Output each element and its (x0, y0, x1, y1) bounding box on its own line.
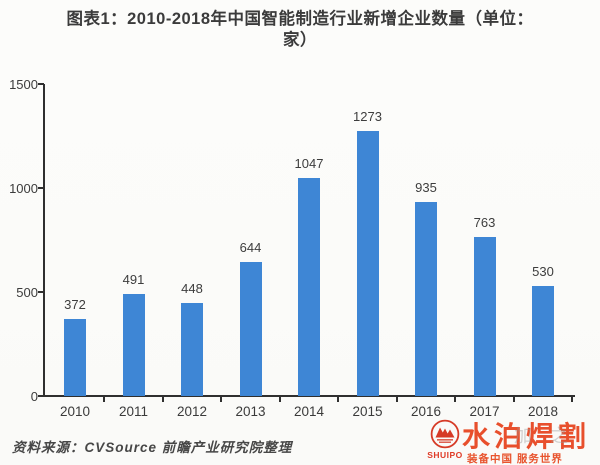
x-axis-line (43, 395, 575, 397)
value-label-2012: 448 (181, 281, 203, 296)
y-tick-label-1500: 1500 (9, 77, 38, 92)
value-label-2014: 1047 (294, 156, 324, 171)
x-tick-label-2011: 2011 (118, 404, 149, 419)
bar-2018 (532, 286, 554, 396)
x-tick-mark-1 (103, 397, 106, 402)
x-tick-label-2013: 2013 (235, 404, 266, 419)
x-tick-mark-9 (571, 397, 574, 402)
bar-2015 (356, 131, 379, 396)
bar-2017 (473, 237, 496, 396)
value-label-2011: 491 (122, 272, 145, 287)
x-tick-label-2016: 2016 (410, 404, 442, 419)
chart-title-line2: 家） (283, 31, 317, 49)
value-label-2010: 372 (64, 297, 86, 312)
bar-2012 (181, 303, 203, 396)
x-tick-label-2010: 2010 (59, 404, 91, 419)
bar-2016 (415, 202, 437, 396)
x-tick-mark-8 (512, 397, 515, 402)
bar-2011 (122, 294, 145, 396)
chart-title: 图表1：2010-2018年中国智能制造行业新增企业数量（单位： 家） (0, 9, 600, 51)
source-note: 资料来源：CVSource 前瞻产业研究院整理 (12, 440, 293, 455)
x-tick-label-2012: 2012 (176, 404, 208, 419)
bar-2014 (298, 178, 320, 396)
bar-2010 (64, 319, 86, 396)
x-tick-label-2014: 2014 (293, 404, 325, 419)
logo-text-cn: 水泊焊割 (462, 421, 591, 452)
mountain-emblem-icon (430, 419, 460, 449)
value-label-2015: 1273 (353, 109, 382, 124)
x-tick-mark-3 (220, 397, 223, 402)
logo-text-en: SHUIPO (427, 450, 463, 460)
bar-2013 (239, 262, 262, 396)
y-tick-label-500: 500 (16, 285, 38, 300)
chart-title-line1: 图表1：2010-2018年中国智能制造行业新增企业数量（单位： (66, 10, 534, 28)
y-tick-mark-0 (38, 395, 44, 397)
x-tick-mark-2 (161, 397, 164, 402)
x-tick-mark-4 (278, 397, 281, 402)
value-label-2013: 644 (239, 240, 262, 255)
x-tick-mark-6 (395, 397, 398, 402)
y-axis-line (43, 84, 45, 397)
x-tick-label-2017: 2017 (469, 404, 500, 419)
y-tick-mark-1000 (38, 187, 44, 189)
value-label-2017: 763 (473, 215, 496, 230)
logo-tagline: 装备中国 服务世界 (467, 453, 563, 465)
x-tick-label-2015: 2015 (352, 404, 383, 419)
value-label-2016: 935 (415, 180, 437, 195)
x-tick-mark-5 (337, 397, 340, 402)
y-tick-label-0: 0 (30, 389, 38, 404)
value-label-2018: 530 (532, 264, 554, 279)
x-tick-mark-7 (454, 397, 457, 402)
y-tick-mark-500 (38, 291, 44, 293)
y-tick-label-1000: 1000 (9, 181, 38, 196)
y-tick-mark-1500 (38, 83, 44, 85)
x-tick-label-2018: 2018 (527, 404, 559, 419)
shuipo-logo: SHUIPO 水泊焊割 加之 装备中国 服务世界 (424, 414, 600, 465)
